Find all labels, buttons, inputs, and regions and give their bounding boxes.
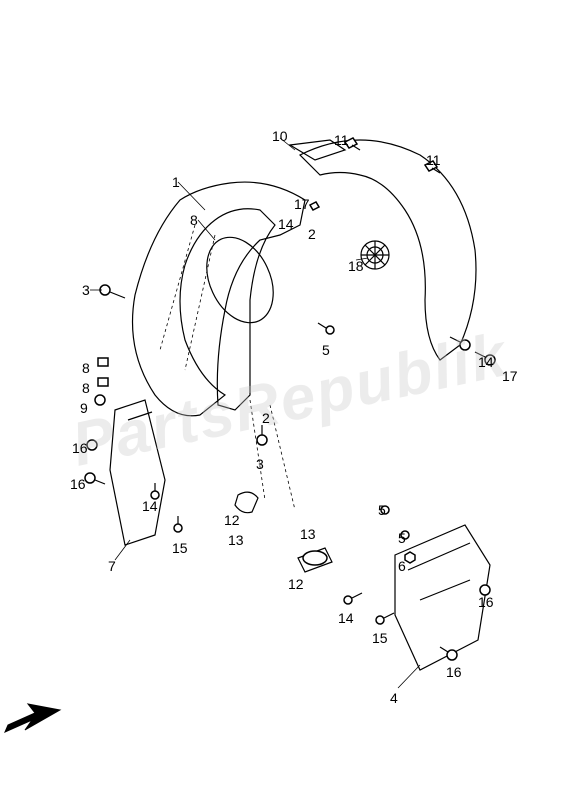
fender-hole (194, 227, 286, 334)
callout-3b: 3 (256, 456, 264, 472)
callout-16d: 16 (446, 664, 462, 680)
callout-11: 11 (334, 132, 349, 148)
washer-9 (95, 395, 105, 405)
nut-6 (405, 552, 415, 563)
callout-3: 3 (82, 282, 90, 298)
reflector (303, 551, 327, 565)
side-panel-left (110, 400, 165, 545)
bracket-12a (235, 492, 258, 513)
callout-5: 5 (322, 342, 330, 358)
plug-16a (87, 440, 97, 450)
callout-13: 13 (228, 532, 244, 548)
clip-8a (98, 358, 108, 366)
bolt-14b (450, 337, 470, 350)
callout-5c: 5 (398, 530, 406, 546)
callout-14b: 14 (478, 354, 494, 370)
callout-12b: 12 (288, 576, 304, 592)
callout-14d: 14 (338, 610, 354, 626)
dash-line-1 (160, 225, 195, 350)
callout-2: 2 (308, 226, 316, 242)
callout-8: 8 (190, 212, 198, 228)
callout-17b: 17 (502, 368, 518, 384)
plug-16b (85, 473, 105, 484)
direction-arrow (5, 704, 60, 732)
screw-3a (100, 285, 125, 298)
callout-10: 10 (272, 128, 288, 144)
screw-15a (174, 516, 182, 532)
callout-18: 18 (348, 258, 364, 274)
callout-9: 9 (80, 400, 88, 416)
bolt-5 (318, 323, 334, 334)
callout-8c: 8 (82, 380, 90, 396)
callout-14: 14 (278, 216, 294, 232)
callout-1: 1 (172, 174, 180, 190)
parts-diagram-container: PartsRepublik (0, 0, 580, 800)
callout-16c: 16 (478, 594, 494, 610)
screw-3b (257, 425, 267, 445)
callout-13b: 13 (300, 526, 316, 542)
callout-6: 6 (398, 558, 406, 574)
bolt-14d (344, 593, 362, 604)
clip-8b (98, 378, 108, 386)
callout-8b: 8 (82, 360, 90, 376)
callout-15: 15 (172, 540, 188, 556)
callout-16: 16 (72, 440, 88, 456)
callout-16b: 16 (70, 476, 86, 492)
bolt-14c (151, 483, 159, 499)
callout-5b: 5 (378, 502, 386, 518)
dash-line-4 (270, 405, 295, 510)
callout-14c: 14 (142, 498, 158, 514)
callout-2b: 2 (262, 410, 270, 426)
callout-7: 7 (108, 558, 116, 574)
callout-11b: 11 (426, 152, 441, 168)
bolt-17a (310, 202, 319, 210)
screw-15b (376, 613, 394, 624)
callout-17: 17 (294, 196, 310, 212)
emblem-18 (361, 241, 389, 269)
callout-4: 4 (390, 690, 398, 706)
callout-15b: 15 (372, 630, 388, 646)
callout-12: 12 (224, 512, 240, 528)
